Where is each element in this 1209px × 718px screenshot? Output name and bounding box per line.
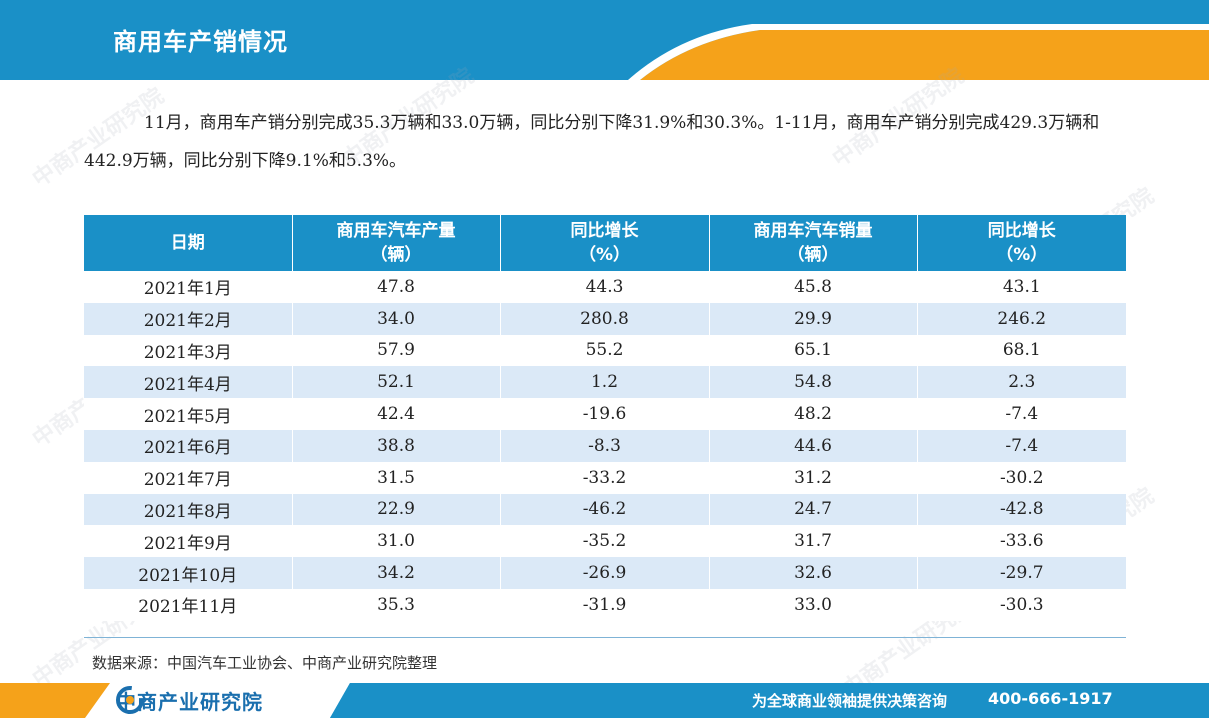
footer-slogan: 为全球商业领袖提供决策咨询	[752, 692, 948, 710]
cell-date: 2021年10月	[84, 557, 293, 589]
cell-production-growth: -19.6	[500, 398, 710, 430]
cell-sales: 31.7	[709, 525, 918, 558]
cell-production: 57.9	[292, 334, 501, 367]
footer-logo: 中商产业研究院	[116, 686, 263, 715]
table-row: 2021年4月 52.1 1.2 54.8 2.3	[84, 366, 1126, 399]
cell-production-growth: 55.2	[500, 334, 710, 367]
table-row: 2021年5月 42.4 -19.6 48.2 -7.4	[84, 398, 1126, 430]
cell-date: 2021年4月	[84, 366, 293, 399]
page-title: 商用车产销情况	[113, 28, 288, 56]
header-date: 日期	[84, 215, 293, 271]
table-row: 2021年10月 34.2 -26.9 32.6 -29.7	[84, 557, 1126, 589]
table-row: 2021年8月 22.9 -46.2 24.7 -42.8	[84, 493, 1126, 526]
cell-production: 22.9	[292, 493, 501, 526]
cell-sales-growth: 68.1	[917, 334, 1126, 367]
cell-sales-growth: -42.8	[917, 493, 1126, 526]
cell-date: 2021年1月	[84, 271, 293, 303]
cell-date: 2021年6月	[84, 429, 293, 462]
cell-date: 2021年8月	[84, 493, 293, 526]
header-band: 商用车产销情况	[0, 0, 1209, 80]
cell-production-growth: 280.8	[500, 302, 710, 335]
cell-sales-growth: 246.2	[917, 302, 1126, 335]
cell-sales-growth: -30.2	[917, 461, 1126, 494]
cell-sales-growth: 2.3	[917, 366, 1126, 399]
cell-date: 2021年5月	[84, 398, 293, 430]
cell-production-growth: -33.2	[500, 461, 710, 494]
cell-production: 42.4	[292, 398, 501, 430]
production-sales-table: 日期 商用车汽车产量 （辆） 同比增长 （%） 商用车汽车销量 （辆） 同比增长 （%）…	[84, 215, 1126, 621]
cell-production-growth: -31.9	[500, 588, 710, 621]
cell-production-growth: -35.2	[500, 525, 710, 558]
table-header-row: 日期 商用车汽车产量 （辆） 同比增长 （%） 商用车汽车销量 （辆） 同比增长 （%）	[84, 215, 1126, 271]
cell-sales: 29.9	[709, 302, 918, 335]
cell-production: 38.8	[292, 429, 501, 462]
footer-phone: 400-666-1917	[988, 689, 1113, 708]
cell-sales: 32.6	[709, 557, 918, 589]
cell-sales: 33.0	[709, 588, 918, 621]
table-row: 2021年9月 31.0 -35.2 31.7 -33.6	[84, 525, 1126, 558]
cell-sales: 31.2	[709, 461, 918, 494]
cell-sales: 48.2	[709, 398, 918, 430]
cell-date: 2021年3月	[84, 334, 293, 367]
cell-production-growth: 44.3	[500, 271, 710, 303]
cell-production: 47.8	[292, 271, 501, 303]
cell-sales-growth: -33.6	[917, 525, 1126, 558]
cell-sales: 54.8	[709, 366, 918, 399]
cell-sales-growth: -7.4	[917, 398, 1126, 430]
intro-paragraph: 11月，商用车产销分别完成35.3万辆和33.0万辆，同比分别下降31.9%和3…	[84, 113, 1100, 171]
cell-production-growth: 1.2	[500, 366, 710, 399]
cell-date: 2021年11月	[84, 588, 293, 621]
cell-production: 34.2	[292, 557, 501, 589]
cell-date: 2021年9月	[84, 525, 293, 558]
table-row: 2021年2月 34.0 280.8 29.9 246.2	[84, 302, 1126, 335]
cell-sales-growth: 43.1	[917, 271, 1126, 303]
header-decoration	[0, 0, 1209, 80]
cell-production-growth: -26.9	[500, 557, 710, 589]
cell-date: 2021年2月	[84, 302, 293, 335]
table-row: 2021年7月 31.5 -33.2 31.2 -30.2	[84, 461, 1126, 494]
cell-production-growth: -46.2	[500, 493, 710, 526]
footer-band: 中商产业研究院 为全球商业领袖提供决策咨询 400-666-1917	[0, 683, 1209, 718]
divider	[84, 637, 1126, 638]
header-production-growth: 同比增长 （%）	[500, 215, 710, 271]
cell-sales-growth: -29.7	[917, 557, 1126, 589]
cell-production: 35.3	[292, 588, 501, 621]
header-sales: 商用车汽车销量 （辆）	[709, 215, 918, 271]
company-logo-icon	[116, 686, 144, 714]
table-row: 2021年11月 35.3 -31.9 33.0 -30.3	[84, 588, 1126, 621]
table-row: 2021年6月 38.8 -8.3 44.6 -7.4	[84, 429, 1126, 462]
data-source-note: 数据来源：中国汽车工业协会、中商产业研究院整理	[92, 654, 438, 672]
cell-production: 31.0	[292, 525, 501, 558]
cell-production: 52.1	[292, 366, 501, 399]
cell-sales: 44.6	[709, 429, 918, 462]
cell-date: 2021年7月	[84, 461, 293, 494]
cell-sales-growth: -30.3	[917, 588, 1126, 621]
cell-sales-growth: -7.4	[917, 429, 1126, 462]
table-row: 2021年3月 57.9 55.2 65.1 68.1	[84, 334, 1126, 367]
cell-production: 31.5	[292, 461, 501, 494]
cell-production: 34.0	[292, 302, 501, 335]
cell-production-growth: -8.3	[500, 429, 710, 462]
table-row: 2021年1月 47.8 44.3 45.8 43.1	[84, 271, 1126, 303]
header-sales-growth: 同比增长 （%）	[917, 215, 1126, 271]
cell-sales: 65.1	[709, 334, 918, 367]
footer-decoration	[0, 683, 1209, 718]
cell-sales: 24.7	[709, 493, 918, 526]
cell-sales: 45.8	[709, 271, 918, 303]
header-production: 商用车汽车产量 （辆）	[292, 215, 501, 271]
